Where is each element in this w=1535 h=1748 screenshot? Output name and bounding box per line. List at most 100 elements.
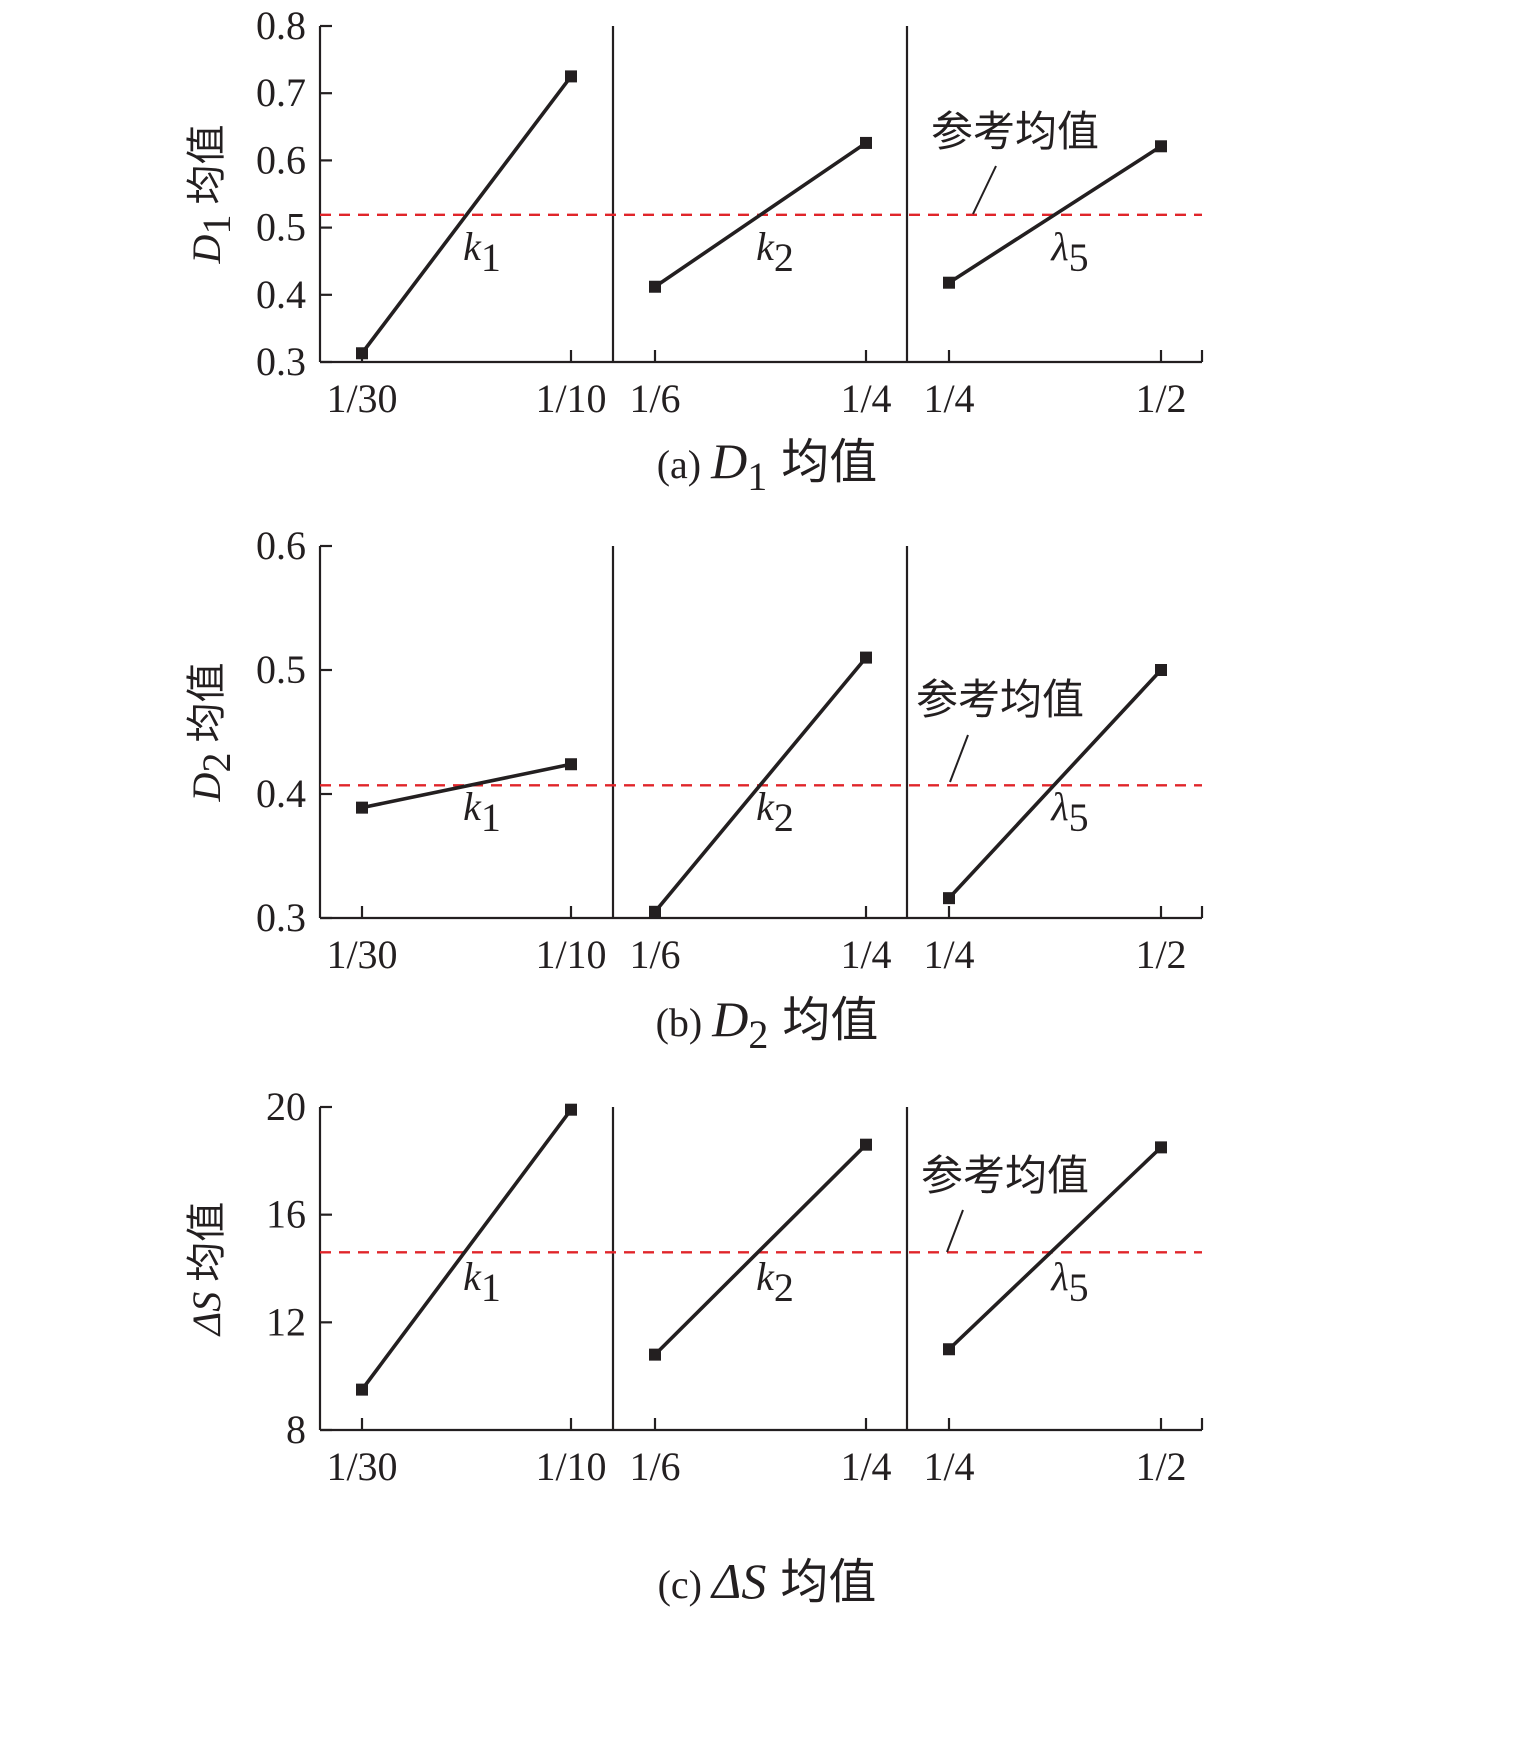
x-tick-label: 1/6 [629,932,680,977]
y-tick-label: 16 [266,1192,306,1237]
caption-suffix: 均值 [781,434,877,490]
reference-mean-label: 参考均值 [921,1151,1089,1200]
caption-var: D [710,433,747,489]
panel-3: 1/4 1/2 λ5 [923,1141,1187,1489]
series-label: λ5 [1050,1254,1088,1310]
x-tick-label: 1/30 [326,932,397,977]
series-label: k1 [463,784,501,840]
data-point [356,347,368,360]
series-label: k2 [756,224,794,280]
panel-2: 1/6 1/4 k2 [629,136,892,421]
y-axis-label-var: ΔS [184,1292,229,1337]
panel-1: 1/30 1/10 k1 [326,758,607,977]
data-point [1155,1141,1167,1154]
x-tick-label: 1/6 [629,376,680,421]
data-point [860,136,872,149]
caption-sub: 1 [747,454,767,499]
series-line [948,144,1162,285]
y-tick-label: 12 [266,1299,306,1344]
y-tick-label: 0.5 [256,205,306,250]
y-tick-label: 0.3 [256,895,306,940]
series-label: λ5 [1050,784,1088,840]
series-line [360,75,573,355]
data-point [565,758,577,771]
x-tick-label: 1/10 [535,1444,606,1489]
data-point [649,280,661,293]
y-axis-label: D2 均值 [184,663,239,803]
x-tick-label: 1/2 [1135,932,1186,977]
reference-label-leader [946,1209,964,1253]
chart-caption: (b) D2 均值 [656,991,879,1057]
caption-prefix: (c) [658,1562,712,1607]
x-tick-label: 1/4 [840,376,891,421]
x-tick-label: 1/30 [326,376,397,421]
caption-prefix: (a) [657,442,711,487]
x-tick-label: 1/4 [923,932,974,977]
y-tick-label: 0.6 [256,137,306,182]
series-line [361,762,572,810]
series-label: k2 [756,1254,794,1310]
reference-mean-label: 参考均值 [931,107,1099,156]
reference-label-leader [972,165,997,215]
series-label-sub: 5 [1069,235,1089,280]
series-label-var: λ [1050,784,1068,829]
y-axis-label-var: D [184,234,229,264]
data-point [943,1343,955,1356]
caption-var: D [711,991,748,1047]
y-tick-label: 0.8 [256,3,306,48]
x-tick-label: 1/4 [923,376,974,421]
caption-var: ΔS [710,1553,766,1609]
y-tick-label: 8 [286,1407,306,1452]
series-label-var: k [463,224,482,269]
data-point [1155,140,1167,153]
caption-prefix: (b) [656,1000,713,1045]
x-tick-label: 1/4 [923,1444,974,1489]
series-label: λ5 [1050,224,1088,280]
y-axis-label-sub: 1 [194,215,239,235]
y-axis-label-suffix: 均值 [184,663,230,743]
x-tick-label: 1/4 [840,932,891,977]
series-label-sub: 2 [774,1265,794,1310]
x-tick-label: 1/2 [1135,376,1186,421]
panel-3: 1/4 1/2 λ5 [923,664,1187,977]
caption-sub: 2 [748,1012,768,1057]
panel-1: 1/30 1/10 k1 [326,1103,607,1489]
series-label-var: k [756,784,775,829]
series-label-var: λ [1050,1254,1068,1299]
series-label-sub: 5 [1069,795,1089,840]
series-line [653,1143,868,1356]
series-label-sub: 1 [481,235,501,280]
y-tick-label: 20 [266,1084,306,1129]
caption-suffix: 均值 [780,1554,876,1610]
series-line [360,1108,573,1391]
data-point [860,651,872,664]
chart-caption: (c) ΔS 均值 [658,1553,877,1610]
series-line [653,656,868,913]
series-label-var: k [756,1254,775,1299]
data-point [1155,664,1167,676]
series-label: k1 [463,224,501,280]
chart-caption: (a) D1 均值 [657,433,878,499]
data-point [565,1103,577,1116]
y-tick-label: 0.4 [256,272,306,317]
series-label-sub: 2 [774,235,794,280]
series-label-sub: 1 [481,795,501,840]
y-axis-label: D1 均值 [184,125,239,265]
y-axis-label-var: D [184,772,229,802]
reference-mean-label: 参考均值 [916,675,1084,724]
x-tick-label: 1/6 [629,1444,680,1489]
data-point [649,1348,661,1361]
series-line [653,141,868,289]
data-point [943,892,955,905]
x-tick-label: 1/10 [535,376,606,421]
y-axis-label-suffix: 均值 [184,1202,230,1282]
y-tick-label: 0.4 [256,771,306,816]
panel-1: 1/30 1/10 k1 [326,70,607,421]
series-line [947,668,1163,900]
x-tick-label: 1/4 [840,1444,891,1489]
panel-2: 1/6 1/4 k2 [629,651,892,977]
series-label: k2 [756,784,794,840]
